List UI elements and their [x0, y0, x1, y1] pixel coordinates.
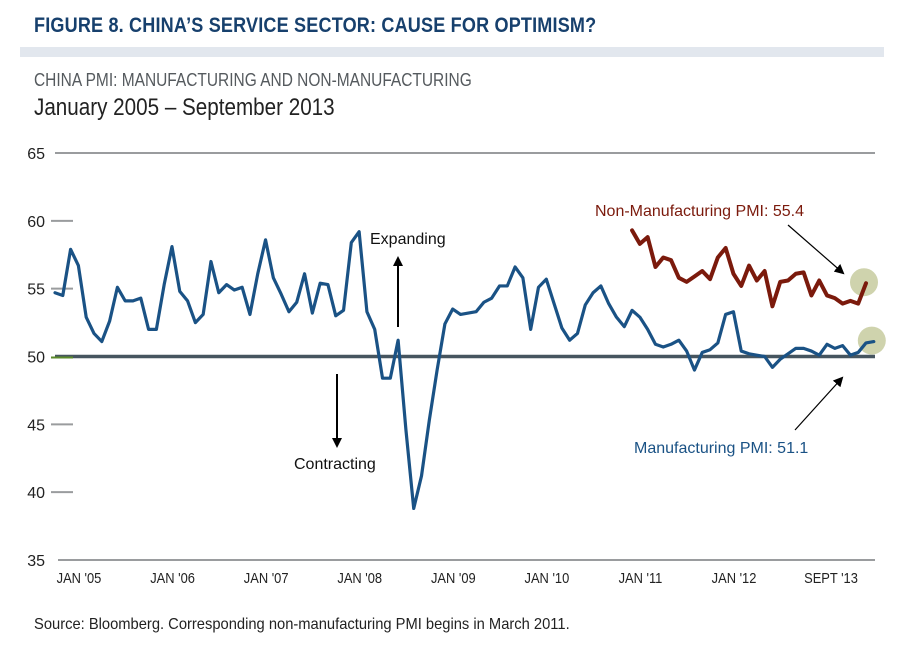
y-tick-label: 55	[27, 282, 45, 299]
non-manufacturing-callout: Non-Manufacturing PMI: 55.4	[595, 203, 804, 220]
x-tick-label: JAN '07	[244, 569, 289, 586]
manufacturing-pmi-line	[53, 230, 876, 511]
y-tick-label: 50	[27, 350, 45, 367]
manufacturing-callout-arrow	[794, 376, 844, 431]
x-tick-label: JAN '12	[712, 569, 757, 586]
y-tick-label: 35	[27, 553, 45, 570]
x-tick-label: JAN '09	[431, 569, 476, 586]
x-tick-label: JAN '06	[150, 569, 195, 586]
y-tick-label: 40	[27, 485, 45, 502]
x-tick-label: JAN '05	[57, 569, 102, 586]
manufacturing-callout: Manufacturing PMI: 51.1	[634, 440, 808, 457]
x-tick-label: JAN '10	[525, 569, 570, 586]
figure-title: FIGURE 8. CHINA’S SERVICE SECTOR: CAUSE …	[34, 14, 597, 37]
y-tick-label: 45	[27, 417, 45, 434]
non-manufacturing-pmi-line	[630, 228, 868, 309]
chart-subtitle: CHINA PMI: MANUFACTURING AND NON-MANUFAC…	[34, 70, 472, 90]
contracting-label: Contracting	[294, 456, 376, 473]
title-divider-bar	[20, 47, 884, 57]
x-tick-label: SEPT '13	[804, 569, 858, 586]
x-tick-label: JAN '08	[337, 569, 382, 586]
latest-value-highlight	[850, 268, 878, 297]
x-tick-label: JAN '11	[619, 569, 663, 586]
expanding-label: Expanding	[370, 231, 446, 248]
y-tick-label: 65	[27, 146, 45, 163]
date-range: January 2005 – September 2013	[34, 94, 335, 121]
y-tick-label: 60	[27, 214, 45, 231]
non-manufacturing-callout-arrow	[787, 224, 845, 275]
source-note: Source: Bloomberg. Corresponding non-man…	[34, 616, 570, 633]
